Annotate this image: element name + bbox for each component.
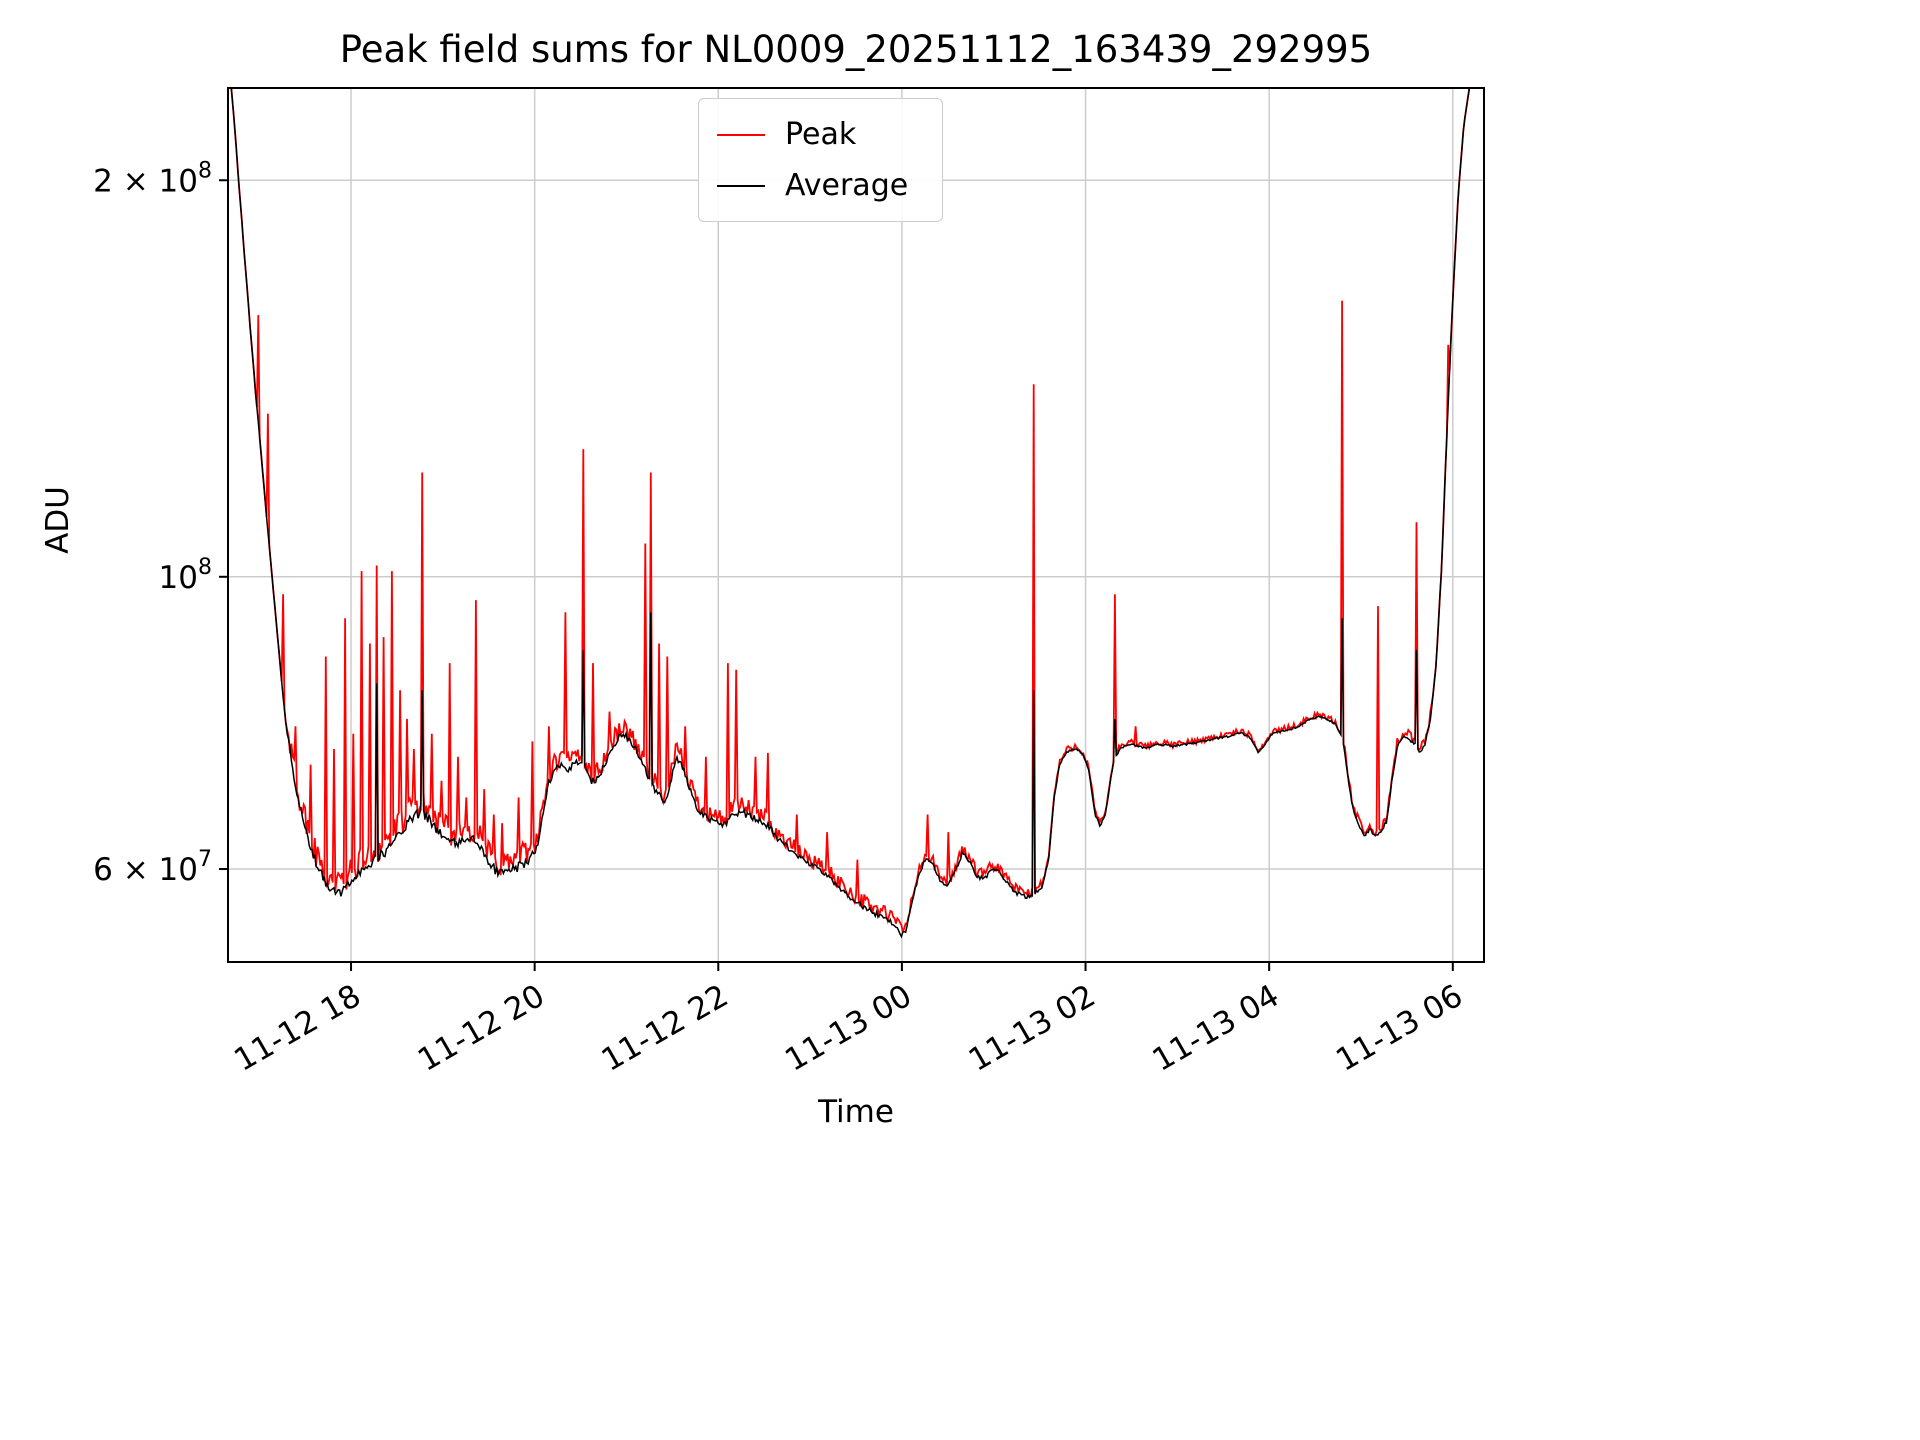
x-tick-label: 11-13 04 bbox=[1146, 978, 1285, 1079]
series-average-path bbox=[230, 88, 1471, 939]
y-tick-label: 2 × 108 bbox=[93, 158, 212, 199]
y-axis-label: ADU bbox=[40, 486, 76, 554]
legend-item-average: Average bbox=[717, 160, 908, 211]
x-tick-label: 11-12 18 bbox=[228, 978, 367, 1079]
x-tick-label: 11-12 22 bbox=[596, 978, 735, 1079]
x-axis-label: Time bbox=[818, 1094, 894, 1130]
x-tick-label: 11-12 20 bbox=[412, 978, 551, 1079]
plot-border bbox=[227, 87, 1485, 963]
y-tick-label: 6 × 107 bbox=[93, 847, 212, 888]
chart-title: Peak field sums for NL0009_20251112_1634… bbox=[339, 28, 1373, 71]
x-tick-label: 11-13 02 bbox=[963, 978, 1102, 1079]
legend-item-peak: Peak bbox=[717, 109, 908, 160]
x-tick-label: 11-13 00 bbox=[779, 978, 918, 1079]
y-tick-label: 108 bbox=[159, 555, 212, 596]
average-line-sample-icon bbox=[717, 184, 765, 187]
legend-label-average: Average bbox=[785, 168, 909, 203]
series-peak-path bbox=[230, 88, 1471, 935]
legend: Peak Average bbox=[698, 98, 944, 222]
x-tick-label: 11-13 06 bbox=[1330, 978, 1469, 1079]
peak-line-sample-icon bbox=[717, 133, 765, 136]
legend-label-peak: Peak bbox=[785, 117, 857, 152]
